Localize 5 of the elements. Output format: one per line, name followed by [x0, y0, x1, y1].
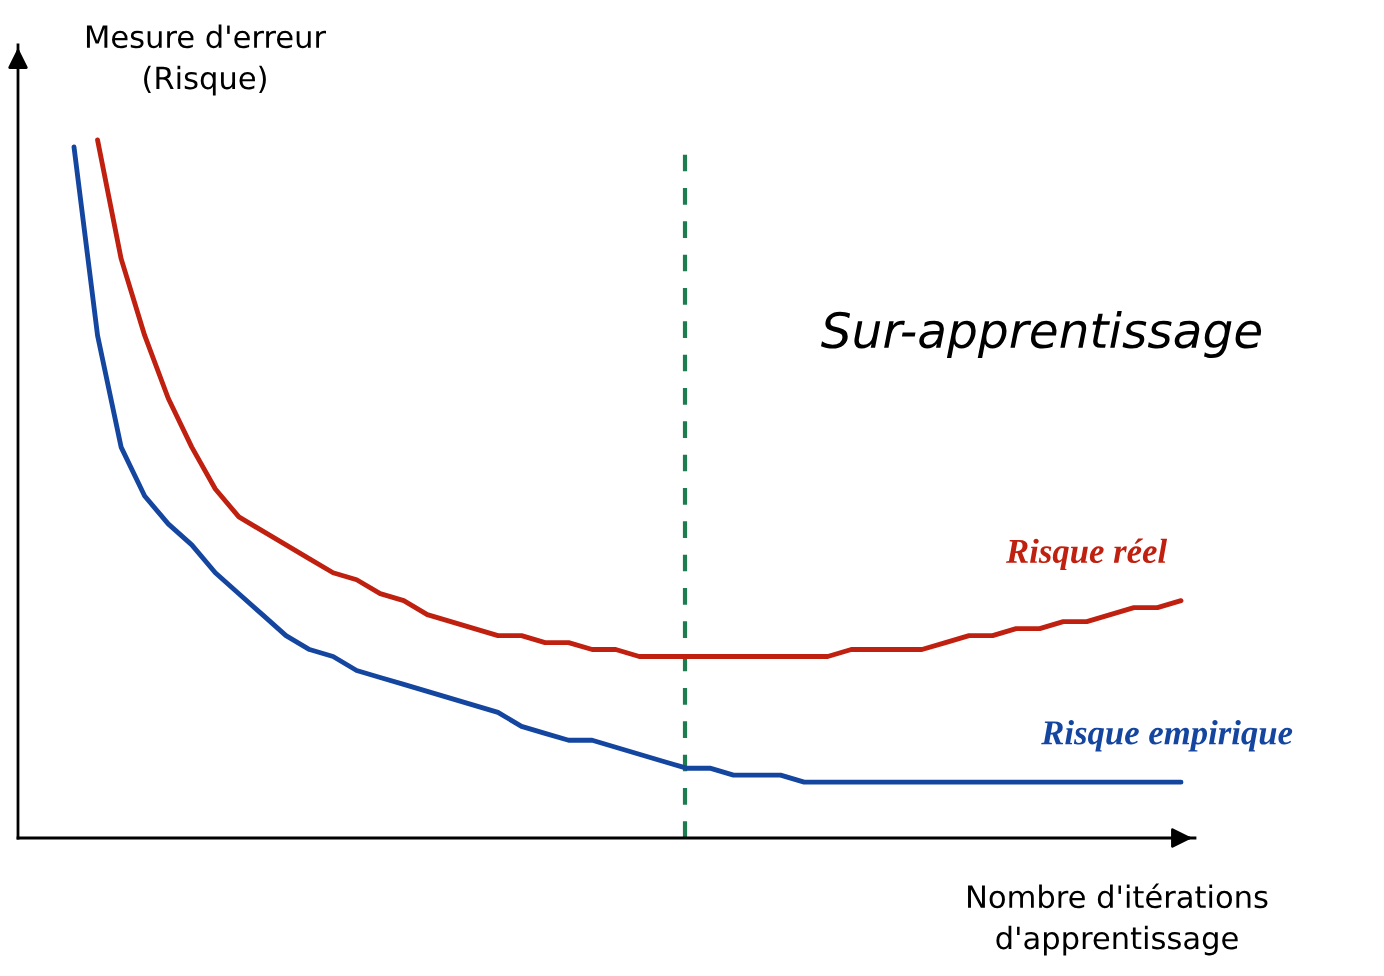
series-label: Risque empirique: [1041, 720, 1293, 752]
y-axis-title: Mesure d'erreur (Risque): [86, 24, 327, 96]
series-label: Risque réel: [1005, 538, 1168, 571]
annotation: Sur-apprentissage: [821, 310, 1262, 358]
x-axis-title: Nombre d'itérations d'apprentissage: [968, 883, 1268, 956]
